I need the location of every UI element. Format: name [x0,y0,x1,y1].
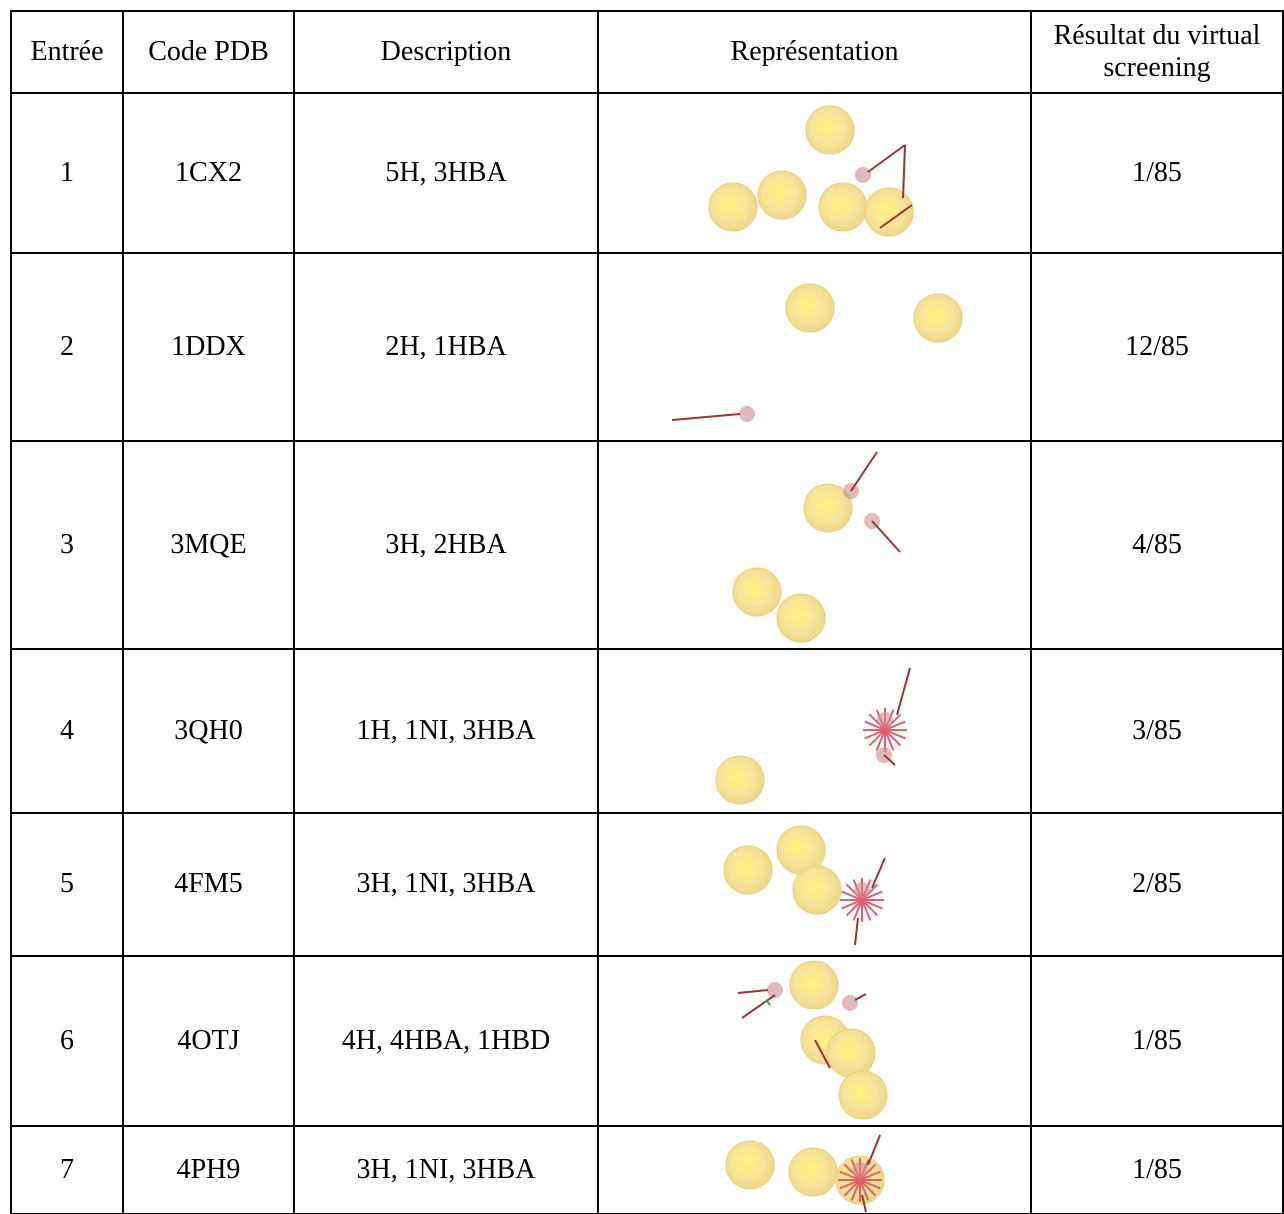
cell: 3/85 [1030,648,1284,814]
results-table: Entrée Code PDB Description Représentation R… [10,10,1284,1214]
representation-cell [597,440,1032,650]
header-row: Entrée Code PDB Description Représentation R… [10,10,1284,94]
cell: 2H, 1HBA [293,252,599,442]
representation-cell [597,812,1032,957]
table-row: 7 4PH9 3H, 1NI, 3HBA 1/85 [10,1125,1284,1214]
header-cell: Représentation [597,10,1032,94]
cell: 1DDX [122,252,295,442]
representation-cell [597,955,1032,1127]
cell: 4 [10,648,124,814]
cell: 5H, 3HBA [293,92,599,254]
cell: 3MQE [122,440,295,650]
cell: 1 [10,92,124,254]
table-row: 3 3MQE 3H, 2HBA 4/85 [10,440,1284,650]
cell: 3H, 1NI, 3HBA [293,1125,599,1214]
cell: 3 [10,440,124,650]
representation-cell [597,92,1032,254]
cell: 5 [10,812,124,957]
cell: 1CX2 [122,92,295,254]
cell: 4/85 [1030,440,1284,650]
table-row: 2 1DDX 2H, 1HBA 12/85 [10,252,1284,442]
table-row: 6 4OTJ 4H, 4HBA, 1HBD 1/85 [10,955,1284,1127]
table-row: 1 1CX2 5H, 3HBA 1/85 [10,92,1284,254]
cell: 4H, 4HBA, 1HBD [293,955,599,1127]
cell: 1H, 1NI, 3HBA [293,648,599,814]
cell: 3QH0 [122,648,295,814]
representation-cell [597,1125,1032,1214]
cell: 2 [10,252,124,442]
representation-cell [597,252,1032,442]
cell: 4PH9 [122,1125,295,1214]
header-text: Entrée [30,35,104,67]
cell: 1/85 [1030,955,1284,1127]
table-row: 4 3QH0 1H, 1NI, 3HBA 3/85 [10,648,1284,814]
representation-cell [597,648,1032,814]
cell: 4OTJ [122,955,295,1127]
header-cell: Entrée [10,10,124,94]
cell: 6 [10,955,124,1127]
table-row: 5 4FM5 3H, 1NI, 3HBA 2/85 [10,812,1284,957]
cell: 3H, 2HBA [293,440,599,650]
cell: 2/85 [1030,812,1284,957]
cell: 12/85 [1030,252,1284,442]
cell: 4FM5 [122,812,295,957]
cell: 1/85 [1030,92,1284,254]
cell: 1/85 [1030,1125,1284,1214]
header-text: Description [380,35,512,67]
cell: 7 [10,1125,124,1214]
header-text: Représentation [730,35,899,67]
header-cell: Code PDB [122,10,295,94]
header-cell: Description [293,10,599,94]
header-text: Code PDB [148,35,269,67]
header-cell: Résultat du virtual screening [1030,10,1284,94]
header-text: Résultat du virtual screening [1053,19,1261,83]
cell: 3H, 1NI, 3HBA [293,812,599,957]
